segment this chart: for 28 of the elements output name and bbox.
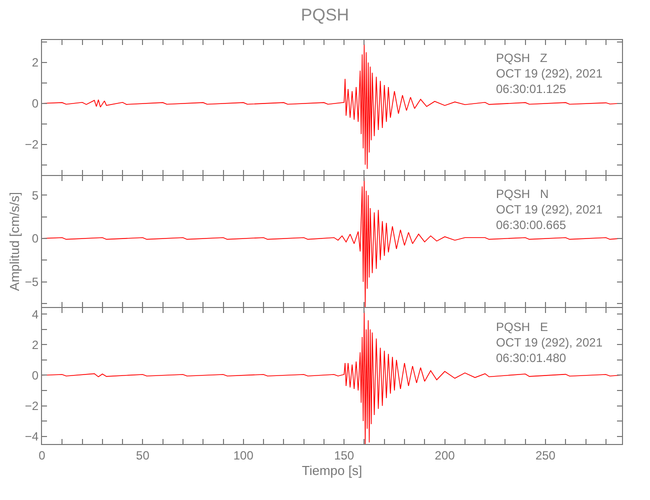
annotation: 06:30:01.125 <box>496 82 566 96</box>
y-tick-label: 5 <box>32 188 39 202</box>
x-tick-label: 150 <box>334 448 354 462</box>
x-tick-label: 250 <box>535 448 556 462</box>
x-tick-label: 50 <box>136 448 150 462</box>
y-tick-label: 0 <box>32 368 39 382</box>
x-tick-label: 200 <box>434 448 456 462</box>
chart-title: PQSH <box>300 6 350 25</box>
y-tick-label: −5 <box>24 275 39 290</box>
annotation: PQSH Z <box>496 51 548 65</box>
y-tick-label: 0 <box>32 96 39 111</box>
y-tick-label: 2 <box>32 338 39 352</box>
annotation: OCT 19 (292), 2021 <box>496 336 603 350</box>
annotation: PQSH N <box>496 187 549 201</box>
annotation: 06:30:00.665 <box>496 218 566 232</box>
x-axis-title: Tiempo [s] <box>302 463 362 478</box>
y-axis-title: Amplitud [cm/s/s] <box>6 192 22 291</box>
y-tick-label: −2 <box>24 138 39 152</box>
annotation: 06:30:01.480 <box>496 351 566 366</box>
annotation: PQSH E <box>496 320 548 334</box>
y-tick-label: 2 <box>32 56 39 70</box>
x-tick-label: 100 <box>233 448 254 462</box>
y-tick-label: 4 <box>32 307 39 322</box>
y-tick-label: 0 <box>32 232 39 246</box>
annotation: OCT 19 (292), 2021 <box>496 66 603 81</box>
y-tick-label: −4 <box>24 430 39 444</box>
annotation: OCT 19 (292), 2021 <box>496 202 603 217</box>
y-tick-label: −2 <box>24 399 39 413</box>
